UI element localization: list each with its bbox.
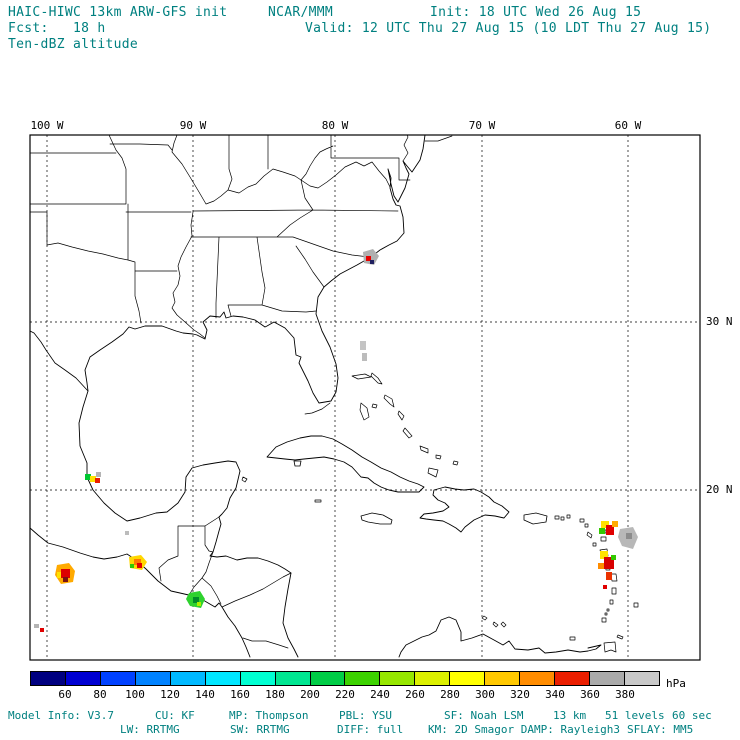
colorbar-segment bbox=[590, 672, 625, 685]
footer-sw-scheme: SW: RRTMG bbox=[230, 723, 290, 736]
colorbar-unit-label: hPa bbox=[666, 677, 686, 690]
header-init-time: Init: 18 UTC Wed 26 Aug 15 bbox=[430, 5, 642, 20]
footer-cu-scheme: CU: KF bbox=[155, 709, 195, 722]
footer-timestep: 60 sec bbox=[672, 709, 712, 722]
colorbar-segment bbox=[31, 672, 66, 685]
island-isle-of-youth bbox=[293, 460, 302, 467]
colorbar-tick-label: 180 bbox=[265, 688, 285, 701]
colorbar-tick-label: 300 bbox=[475, 688, 495, 701]
island-cozumel bbox=[241, 476, 248, 483]
colorbar-tick-label: 320 bbox=[510, 688, 530, 701]
coastline-us-gulf-caribbean bbox=[78, 135, 426, 658]
lon-tick-label-90w: 90 W bbox=[179, 119, 207, 132]
colorbar-segment bbox=[205, 672, 241, 685]
borders-us-states bbox=[30, 135, 453, 339]
colorbar-tick-label: 200 bbox=[300, 688, 320, 701]
footer-diff-scheme: DIFF: full bbox=[337, 723, 404, 736]
colorbar-tick-label: 360 bbox=[580, 688, 600, 701]
header-valid-time: Valid: 12 UTC Thu 27 Aug 15 (10 LDT Thu … bbox=[305, 21, 712, 36]
footer-km-damp: KM: 2D Smagor DAMP: Rayleigh3 bbox=[428, 723, 621, 736]
colorbar-segment bbox=[65, 672, 101, 685]
colorbar-tick-label: 240 bbox=[370, 688, 390, 701]
colorbar-tick-label: 100 bbox=[125, 688, 145, 701]
footer-sflay: SFLAY: MM5 bbox=[627, 723, 694, 736]
colorbar-segment bbox=[520, 672, 556, 685]
lon-tick-label-80w: 80 W bbox=[321, 119, 349, 132]
colorbar-segment bbox=[624, 672, 659, 685]
colorbar-labels: 60 80 100 120 140 160 180 200 220 240 260 280 300 320… bbox=[30, 688, 660, 701]
colorbar-segment bbox=[555, 672, 590, 685]
reflectivity-blobs bbox=[34, 249, 638, 632]
borders-central-america bbox=[158, 516, 292, 649]
footer-model-info: Model Info: V3.7 bbox=[8, 709, 114, 722]
footer-lw-scheme: LW: RRTMG bbox=[120, 723, 180, 736]
lon-tick-label-70w: 70 W bbox=[468, 119, 496, 132]
colorbar-segment bbox=[135, 672, 171, 685]
colorbar bbox=[30, 671, 660, 686]
colorbar-tick-label: 80 bbox=[93, 688, 107, 701]
lat-tick-label-30n: 30 N bbox=[706, 315, 733, 328]
islands-bahamas bbox=[351, 372, 459, 478]
footer-resolution: 13 km bbox=[553, 709, 587, 722]
coastline-south-america bbox=[398, 616, 602, 658]
island-cayman bbox=[314, 499, 322, 503]
header-fcst-hour: Fcst: 18 h bbox=[8, 21, 106, 36]
colorbar-tick-label: 260 bbox=[405, 688, 425, 701]
header-field-name: Ten-dBZ altitude bbox=[8, 37, 139, 52]
colorbar-tick-label: 220 bbox=[335, 688, 355, 701]
border-us-mexico bbox=[30, 330, 89, 392]
footer-mp-scheme: MP: Thompson bbox=[229, 709, 309, 722]
footer-sf-scheme: SF: Noah LSM bbox=[444, 709, 524, 722]
grid-lines bbox=[30, 135, 700, 660]
header-model-title: HAIC-HIWC 13km ARW-GFS init bbox=[8, 5, 228, 20]
colorbar-segment bbox=[415, 672, 451, 685]
colorbar-tick-label: 380 bbox=[615, 688, 635, 701]
coastline-pacific bbox=[30, 527, 251, 658]
header-org: NCAR/MMM bbox=[268, 5, 334, 20]
islands-lesser-antilles bbox=[481, 514, 639, 653]
colorbar-segment bbox=[380, 672, 416, 685]
map-frame bbox=[29, 134, 701, 661]
footer-pbl-scheme: PBL: YSU bbox=[339, 709, 392, 722]
colorbar-segment bbox=[275, 672, 311, 685]
colorbar-segment bbox=[310, 672, 346, 685]
island-jamaica bbox=[360, 512, 393, 525]
colorbar-tick-label: 60 bbox=[58, 688, 72, 701]
colorbar-segment bbox=[345, 672, 381, 685]
footer-levels: 51 levels bbox=[605, 709, 665, 722]
colorbar-tick-label: 120 bbox=[160, 688, 180, 701]
island-cuba bbox=[266, 435, 425, 493]
florida-keys bbox=[304, 402, 331, 415]
colorbar-segment bbox=[240, 672, 276, 685]
island-hispaniola bbox=[419, 486, 510, 533]
lon-tick-label-100w: 100 W bbox=[30, 119, 64, 132]
colorbar-segment bbox=[450, 672, 486, 685]
lon-tick-label-60w: 60 W bbox=[614, 119, 642, 132]
colorbar-tick-label: 140 bbox=[195, 688, 215, 701]
colorbar-segment bbox=[485, 672, 521, 685]
colorbar-tick-label: 160 bbox=[230, 688, 250, 701]
island-puerto-rico bbox=[523, 512, 548, 525]
colorbar-segment bbox=[170, 672, 206, 685]
colorbar-tick-label: 280 bbox=[440, 688, 460, 701]
colorbar-tick-label: 340 bbox=[545, 688, 565, 701]
lat-tick-label-20n: 20 N bbox=[706, 483, 733, 496]
colorbar-segment bbox=[100, 672, 136, 685]
